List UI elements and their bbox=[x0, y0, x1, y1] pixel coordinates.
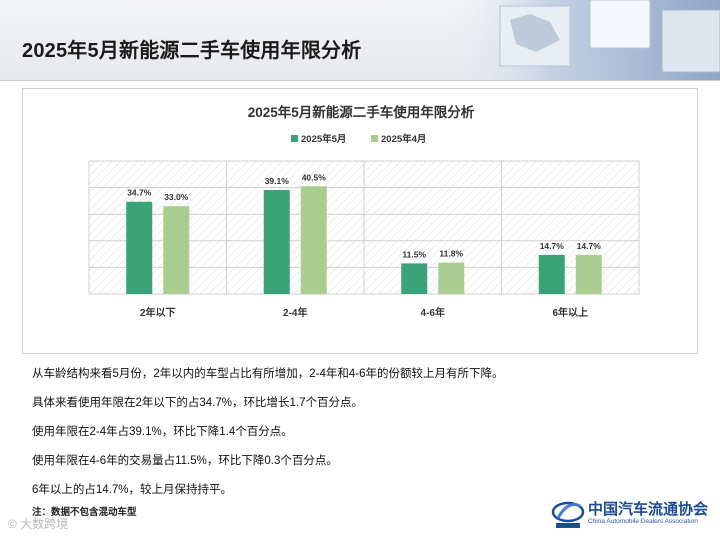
bar-chart: 2025年5月新能源二手车使用年限分析 2025年5月 2025年4月 34.7%… bbox=[88, 104, 640, 319]
analysis-notes: 从车龄结构来看5月份，2年以内的车型占比有所增加，2-4年和4-6年的份额较上月… bbox=[32, 366, 592, 511]
chart-title: 2025年5月新能源二手车使用年限分析 bbox=[248, 104, 475, 120]
legend-swatch bbox=[371, 135, 378, 142]
bar bbox=[263, 189, 290, 294]
cada-logo-icon bbox=[551, 501, 585, 528]
legend-label: 2025年5月 bbox=[301, 133, 346, 145]
data-label: 33.0% bbox=[164, 192, 189, 202]
header-decoration bbox=[440, 0, 720, 80]
bar bbox=[401, 263, 428, 294]
chart-legend: 2025年5月 2025年4月 bbox=[291, 133, 426, 145]
x-tick-label: 2年以下 bbox=[140, 306, 176, 319]
logo-name: 中国汽车流通协会 bbox=[588, 500, 709, 518]
note-line: 使用年限在4-6年的交易量占11.5%，环比下降0.3个百分点。 bbox=[32, 455, 338, 467]
x-axis-labels: 2年以下 2-4年 4-6年 6年以上 bbox=[140, 306, 588, 319]
data-label: 11.8% bbox=[439, 249, 463, 259]
x-tick-label: 6年以上 bbox=[552, 306, 588, 319]
header-banner: 2025年5月新能源二手车使用年限分析 bbox=[0, 0, 720, 81]
data-label: 34.7% bbox=[127, 188, 152, 198]
data-label: 11.5% bbox=[402, 249, 426, 259]
x-tick-label: 2-4年 bbox=[283, 306, 307, 319]
bar bbox=[438, 262, 465, 294]
bar bbox=[163, 206, 190, 294]
bars: 34.7% 33.0% 39.1% 40.5% 11.5% 11.8% 14.7% 14.7% bbox=[126, 172, 602, 294]
chart-frame: 2025年5月新能源二手车使用年限分析 2025年5月 2025年4月 34.7%… bbox=[22, 88, 698, 354]
legend-swatch bbox=[291, 135, 298, 142]
data-label: 14.7% bbox=[577, 241, 602, 251]
watermark: © 大数跨境 bbox=[8, 517, 69, 531]
note-line: 具体来看使用年限在2年以下的占34.7%，环比增长1.7个百分点。 bbox=[32, 397, 363, 409]
legend-label: 2025年4月 bbox=[381, 133, 426, 145]
note-line: 6年以上的占14.7%，较上月保持持平。 bbox=[32, 484, 233, 496]
footnote: 注：数据不包含混动车型 bbox=[32, 507, 137, 518]
note-line: 从车龄结构来看5月份，2年以内的车型占比有所增加，2-4年和4-6年的份额较上月… bbox=[32, 368, 504, 380]
note-line: 使用年限在2-4年占39.1%，环比下降1.4个百分点。 bbox=[32, 426, 293, 438]
bar bbox=[300, 186, 327, 294]
bar bbox=[126, 201, 153, 294]
data-label: 40.5% bbox=[302, 172, 327, 182]
bar bbox=[538, 254, 565, 294]
association-logo: 中国汽车流通协会 China Automobile Dealers Associ… bbox=[548, 494, 718, 534]
x-tick-label: 4-6年 bbox=[421, 306, 445, 319]
data-label: 14.7% bbox=[540, 241, 565, 251]
bar bbox=[575, 254, 602, 294]
logo-english-name: China Automobile Dealers Association bbox=[588, 518, 698, 525]
page-title: 2025年5月新能源二手车使用年限分析 bbox=[22, 40, 362, 62]
data-label: 39.1% bbox=[265, 176, 290, 186]
